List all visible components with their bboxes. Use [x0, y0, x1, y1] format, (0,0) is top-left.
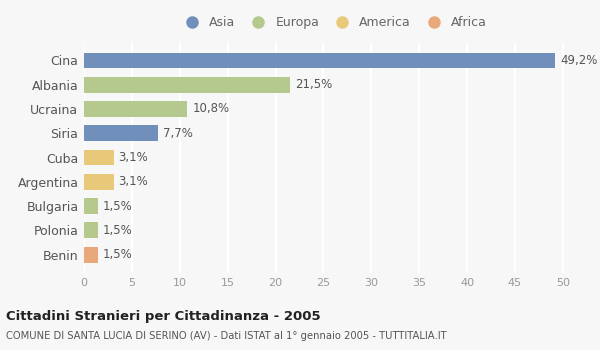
Legend: Asia, Europa, America, Africa: Asia, Europa, America, Africa: [174, 11, 492, 34]
Bar: [84, 149, 113, 166]
Text: 1,5%: 1,5%: [103, 199, 133, 212]
Bar: [84, 125, 158, 141]
Bar: [84, 52, 555, 68]
Text: 1,5%: 1,5%: [103, 248, 133, 261]
Text: 7,7%: 7,7%: [163, 127, 193, 140]
Text: 21,5%: 21,5%: [295, 78, 332, 91]
Text: 49,2%: 49,2%: [560, 54, 598, 67]
Bar: [84, 101, 187, 117]
Text: 3,1%: 3,1%: [118, 175, 148, 188]
Bar: [84, 174, 113, 190]
Bar: [84, 198, 98, 214]
Text: Cittadini Stranieri per Cittadinanza - 2005: Cittadini Stranieri per Cittadinanza - 2…: [6, 310, 320, 323]
Bar: [84, 77, 290, 92]
Text: COMUNE DI SANTA LUCIA DI SERINO (AV) - Dati ISTAT al 1° gennaio 2005 - TUTTITALI: COMUNE DI SANTA LUCIA DI SERINO (AV) - D…: [6, 331, 446, 341]
Bar: [84, 247, 98, 262]
Text: 1,5%: 1,5%: [103, 224, 133, 237]
Text: 3,1%: 3,1%: [118, 151, 148, 164]
Text: 10,8%: 10,8%: [192, 103, 229, 116]
Bar: [84, 223, 98, 238]
